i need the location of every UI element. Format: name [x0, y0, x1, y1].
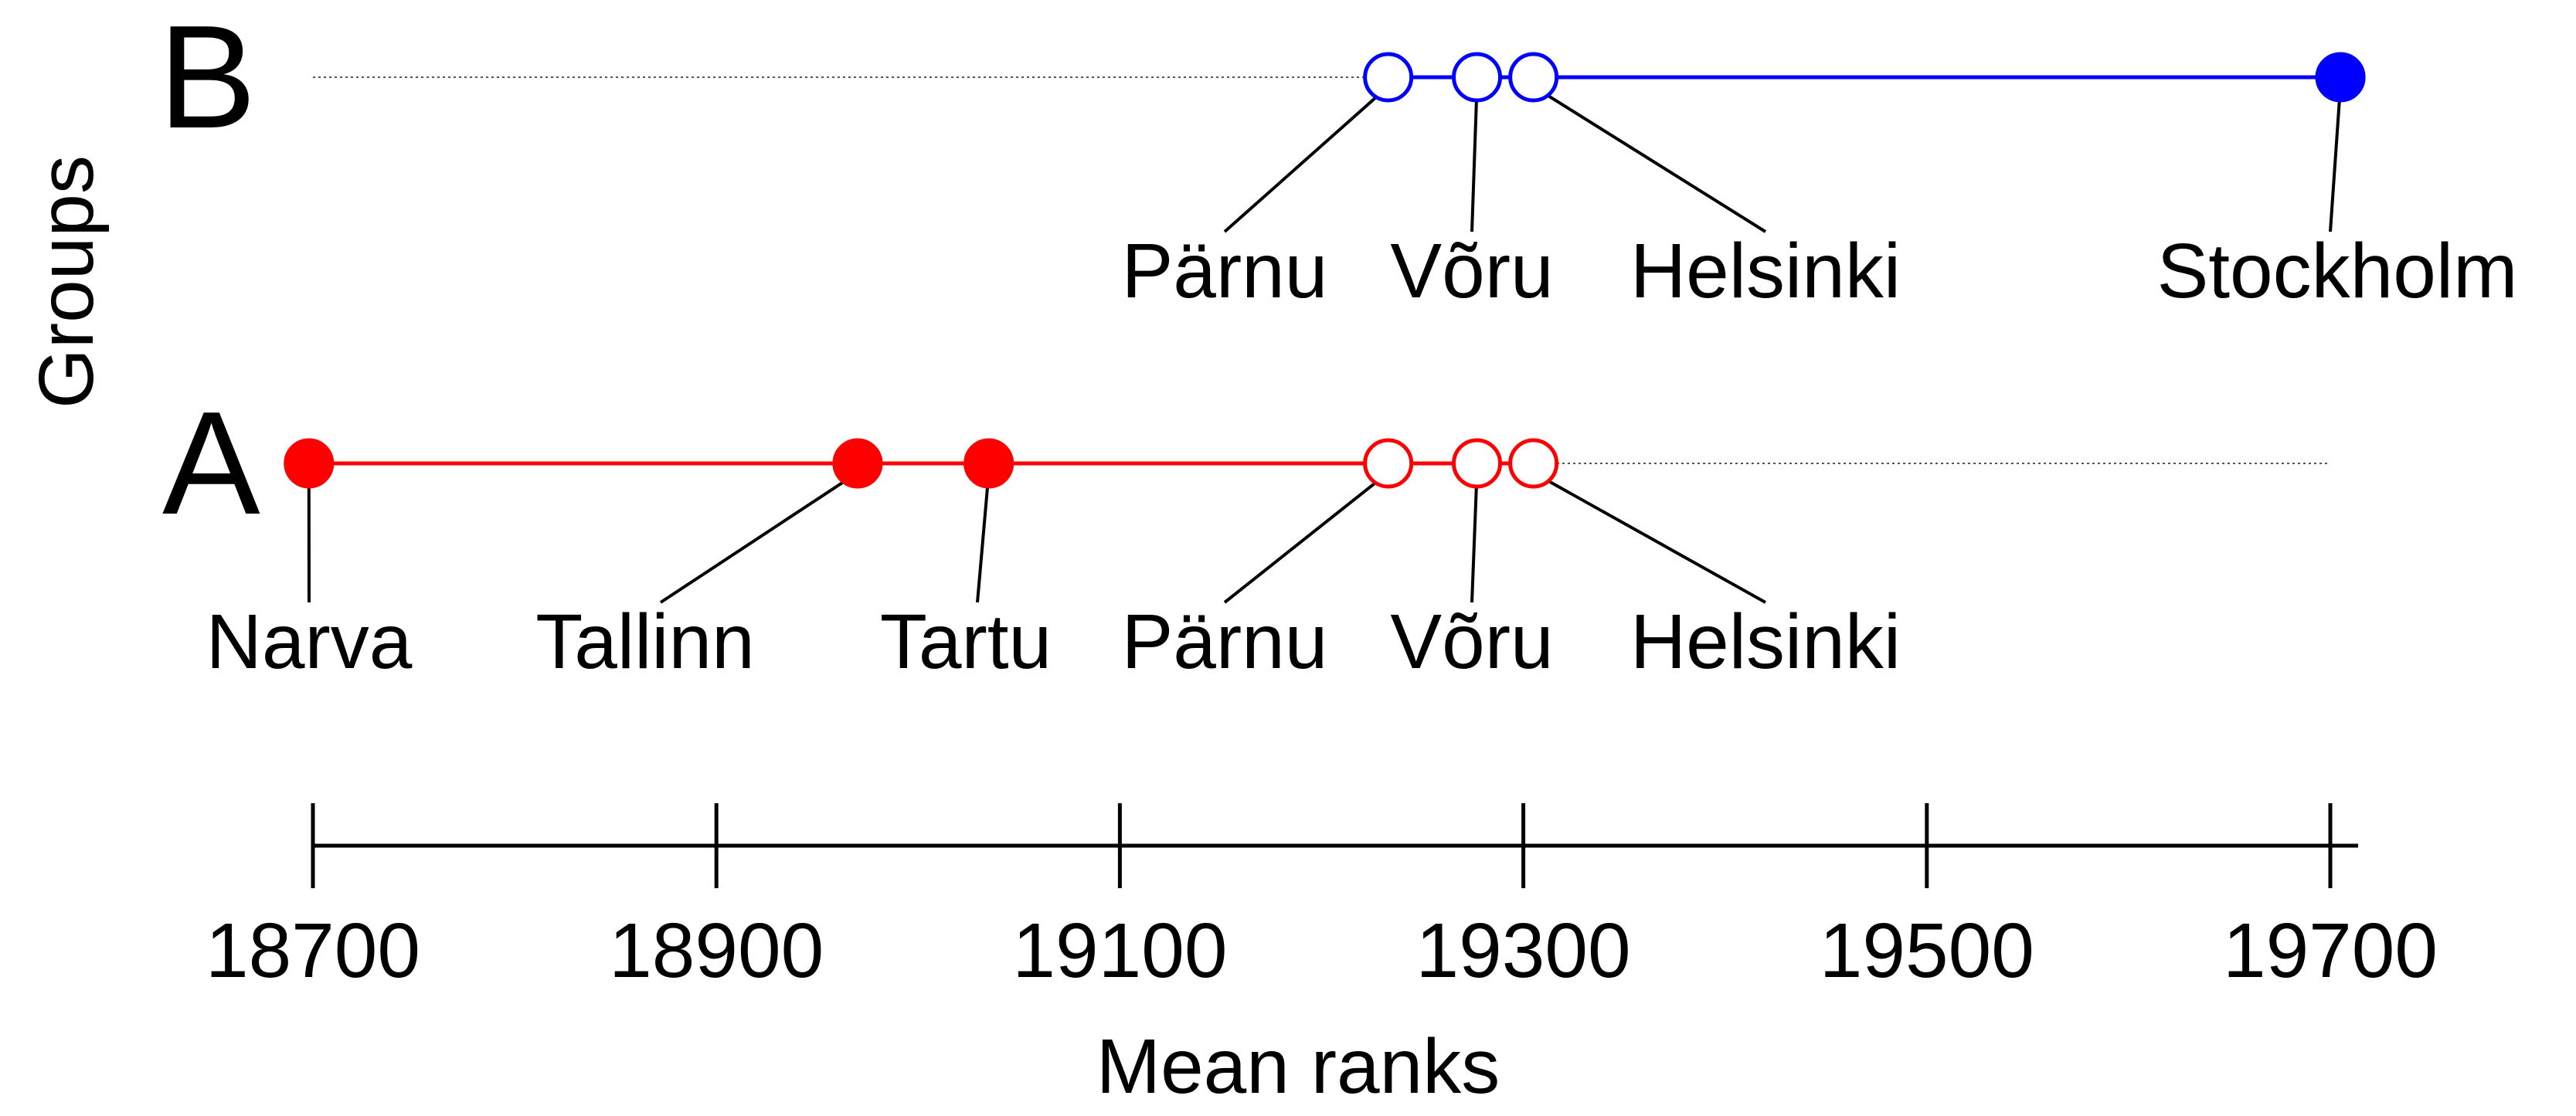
x-tick-label-18900: 18900	[609, 907, 824, 994]
point-b-helsinki	[1508, 52, 1559, 103]
point-a-tallinn	[832, 438, 883, 489]
group-letter-b: B	[158, 0, 257, 159]
group-a: A Narva Tallinn Tartu Pärnu Võru Helsinki	[162, 382, 2330, 685]
group-letter-a: A	[162, 382, 260, 545]
groups-layer: B Pärnu Võru Helsinki Stockholm A Narva Tallinn…	[158, 0, 2517, 685]
x-axis-title: Mean ranks	[1096, 1023, 1500, 1110]
point-b-parnu	[1363, 52, 1414, 103]
point-a-helsinki	[1508, 438, 1559, 489]
leader-line-a-parnu	[1223, 471, 1389, 604]
point-label-a-parnu: Pärnu	[1122, 599, 1328, 685]
leader-line-b-stockholm	[2329, 86, 2343, 232]
point-label-a-narva: Narva	[206, 599, 413, 685]
x-tick-label-19500: 19500	[1820, 907, 2034, 994]
leader-line-a-helsinki	[1532, 471, 1766, 604]
point-label-b-parnu: Pärnu	[1122, 228, 1328, 314]
point-a-parnu	[1363, 438, 1414, 489]
group-b: B Pärnu Võru Helsinki Stockholm	[158, 0, 2517, 314]
point-b-stockholm	[2315, 52, 2366, 103]
x-tick-label-19300: 19300	[1416, 907, 1631, 994]
y-axis-title: Groups	[23, 155, 110, 409]
x-axis: 18700 18900 19100 19300 19500 19700	[206, 803, 2438, 994]
leader-line-b-voru	[1470, 86, 1479, 232]
point-label-b-helsinki: Helsinki	[1630, 228, 1901, 314]
point-label-a-voru: Võru	[1390, 599, 1553, 685]
point-label-b-voru: Võru	[1390, 228, 1553, 314]
point-a-narva	[284, 438, 335, 489]
point-label-a-tallinn: Tallinn	[535, 599, 755, 685]
point-label-b-stockholm: Stockholm	[2157, 228, 2518, 314]
leader-line-b-helsinki	[1532, 85, 1767, 233]
point-label-a-helsinki: Helsinki	[1630, 599, 1901, 685]
point-label-a-tartu: Tartu	[880, 599, 1052, 685]
x-tick-label-19700: 19700	[2223, 907, 2438, 994]
leader-line-a-tartu	[976, 472, 991, 603]
point-a-voru	[1452, 438, 1503, 489]
point-b-voru	[1452, 52, 1503, 103]
point-a-tartu	[963, 438, 1014, 489]
leader-line-a-tallinn	[659, 471, 859, 604]
x-tick-label-18700: 18700	[206, 907, 420, 994]
x-tick-label-19100: 19100	[1012, 907, 1227, 994]
leader-line-b-parnu	[1223, 85, 1389, 233]
leader-line-a-voru	[1470, 472, 1479, 603]
